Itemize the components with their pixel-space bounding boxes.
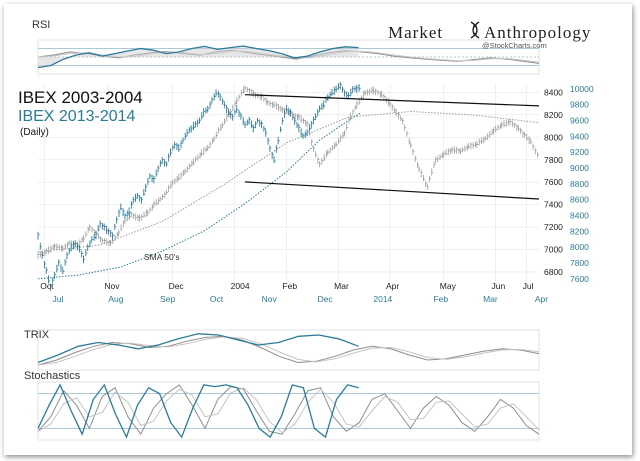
brand-name-left: Market: [388, 23, 443, 42]
y-tick-label-2013-2014: 10000: [570, 84, 594, 94]
trix-2013-2014-line: [37, 333, 359, 364]
stockcharts-credit: @StockCharts.com: [482, 41, 547, 50]
x-tick-label-2003-2004: Dec: [169, 281, 185, 291]
sma50-2013-2014-line: [37, 112, 362, 280]
y-tick-label-2003-2004: 7400: [544, 200, 563, 210]
x-tick-label-2003-2004: Oct: [40, 281, 54, 291]
trend-channel-line: [245, 94, 540, 107]
stochastics-2003-2004-line: [37, 384, 540, 436]
y-tick-label-2003-2004: 8200: [544, 110, 563, 120]
x-tick-label-2003-2004: May: [440, 281, 457, 291]
rsi-panel: [37, 39, 540, 75]
x-tick-label-2003-2004: Jun: [492, 281, 506, 291]
stochastics-panel: [37, 381, 540, 441]
rsi-2013-2014-line: [37, 45, 359, 69]
y-tick-label-2013-2014: 7800: [570, 258, 589, 268]
x-tick-label-2003-2004: 2004: [231, 281, 250, 291]
main-axes: 6800 7000 7200 7400 7600 7800 8000 8200 8400 7600…: [40, 84, 594, 304]
chart-frame: 6800 7000 7200 7400 7600 7800 8000 8200 8400 7600…: [4, 4, 632, 455]
y-tick-label-2013-2014: 9600: [570, 115, 589, 125]
x-tick-label-2003-2004: Apr: [386, 281, 399, 291]
daily-note: (Daily): [20, 127, 49, 138]
trix-2003-2004-line: [37, 335, 540, 366]
y-tick-label-2013-2014: 9200: [570, 147, 589, 157]
x-tick-label-2013-2014: Nov: [262, 294, 278, 304]
trix-label: TRIX: [24, 329, 50, 341]
x-tick-label-2013-2014: Oct: [210, 294, 224, 304]
main-grid: [38, 84, 539, 286]
y-tick-label-2013-2014: 8200: [570, 226, 589, 236]
y-tick-label-2003-2004: 7600: [544, 177, 563, 187]
y-tick-label-2013-2014: 8000: [570, 242, 589, 252]
x-tick-label-2013-2014: Dec: [317, 294, 333, 304]
y-tick-label-2003-2004: 7200: [544, 222, 563, 232]
x-tick-label-2013-2014: Aug: [108, 294, 123, 304]
stochastics-2003-2004-signal-line: [37, 387, 540, 434]
main-plot: [37, 81, 540, 291]
y-tick-label-2003-2004: 7800: [544, 155, 563, 165]
dna-helix-icon: [470, 21, 480, 39]
y-tick-label-2013-2014: 8600: [570, 195, 589, 205]
y-tick-label-2013-2014: 7600: [570, 274, 589, 284]
x-tick-label-2013-2014: Sep: [160, 294, 175, 304]
y-tick-label-2003-2004: 7000: [544, 245, 563, 255]
trend-channel-line: [244, 181, 540, 200]
trix-panel: [37, 329, 540, 371]
x-tick-label-2003-2004: Feb: [282, 281, 297, 291]
y-tick-label-2013-2014: 9800: [570, 100, 589, 110]
stochastics-panel-border: [37, 381, 540, 441]
sma50-2003-2004-line: [37, 110, 540, 253]
y-tick-label-2013-2014: 8400: [570, 210, 589, 220]
x-tick-label-2013-2014: Apr: [535, 294, 548, 304]
stochastics-2013-2014-line: [37, 383, 359, 439]
x-tick-label-2003-2004: Mar: [334, 281, 349, 291]
y-tick-label-2013-2014: 9400: [570, 131, 589, 141]
x-tick-label-2013-2014: Mar: [483, 294, 498, 304]
title-ibex-2003-2004: IBEX 2003-2004: [18, 88, 143, 107]
trix-2003-2004-signal-line: [37, 336, 540, 366]
x-tick-label-2013-2014: Feb: [433, 294, 448, 304]
rsi-label: RSI: [32, 19, 50, 31]
rsi-2013-2014-shade: [38, 46, 359, 68]
title-ibex-2013-2014: IBEX 2013-2014: [18, 108, 136, 125]
y-tick-label-2003-2004: 6800: [544, 267, 563, 277]
trix-panel-border: [37, 329, 540, 371]
y-tick-label-2003-2004: 8000: [544, 132, 563, 142]
y-tick-label-2013-2014: 9000: [570, 163, 589, 173]
x-tick-label-2013-2014: Jul: [52, 294, 63, 304]
y-tick-label-2003-2004: 8400: [544, 87, 563, 97]
ibex-comparison-chart: 6800 7000 7200 7400 7600 7800 8000 8200 8400 7600…: [18, 19, 594, 441]
brand-name-right: Anthropology: [484, 23, 591, 42]
stochastics-label: Stochastics: [24, 370, 81, 382]
x-tick-label-2003-2004: Nov: [104, 281, 120, 291]
sma-annotation: SMA 50's: [144, 252, 180, 262]
y-tick-label-2013-2014: 8800: [570, 179, 589, 189]
x-tick-label-2013-2014: 2014: [373, 294, 392, 304]
x-tick-label-2003-2004: Jul: [523, 281, 534, 291]
